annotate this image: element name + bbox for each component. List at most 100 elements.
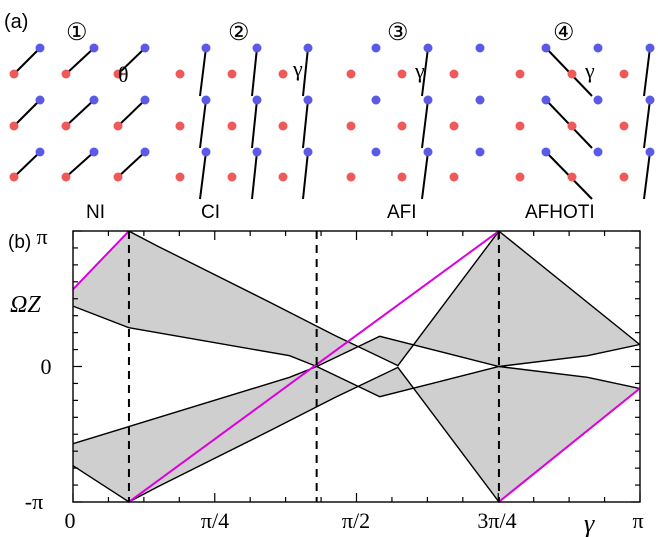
site-b-dot [645, 147, 655, 157]
panel-a-label: (a) [4, 11, 28, 33]
site-a-dot [9, 69, 19, 79]
lattice-1-number: ① [66, 20, 88, 46]
lattice-3-angle-symbol: γ [414, 58, 425, 83]
lattice-3-number: ③ [387, 20, 409, 46]
site-a-dot [619, 172, 629, 182]
bond-line [199, 151, 207, 200]
site-a-dot [397, 69, 407, 79]
site-b-dot [645, 43, 655, 53]
site-a-dot [61, 69, 71, 79]
site-b-dot [371, 43, 381, 53]
bond-line [302, 151, 309, 200]
phase-label-ci: CI [201, 202, 220, 223]
bond-line [65, 47, 95, 75]
band-1-lower-edge [72, 305, 640, 368]
site-b-dot [201, 95, 211, 105]
bond-line [643, 151, 651, 200]
lattice-2-angle-symbol: γ [292, 56, 303, 81]
site-a-dot [515, 172, 525, 182]
site-b-dot [593, 43, 603, 53]
y-tick-label-0: 0 [41, 354, 52, 379]
lattice-group [9, 43, 655, 200]
site-a-dot [567, 69, 577, 79]
bond-line [421, 47, 429, 97]
site-b-dot [89, 43, 99, 53]
site-b-dot [140, 95, 150, 105]
lattice-1-angle-symbol: θ [118, 62, 129, 87]
site-a-dot [449, 69, 459, 79]
band-areas [72, 230, 641, 503]
site-b-dot [423, 95, 433, 105]
bond-line [117, 47, 146, 75]
lattice-4-angle-symbol: γ [584, 58, 595, 83]
site-b-dot [371, 147, 381, 157]
bond-line [199, 99, 207, 149]
site-a-dot [9, 121, 19, 131]
site-b-dot [423, 147, 433, 157]
x-tick-label-0: 0 [65, 508, 76, 533]
x-tick-label-pi-2: π/2 [342, 508, 370, 533]
site-a-dot [113, 172, 123, 182]
bond-line [421, 151, 429, 200]
site-a-dot [567, 172, 577, 182]
site-b-dot [252, 95, 262, 105]
x-tick-label-pi: π [632, 508, 643, 533]
bond-line [251, 151, 258, 200]
site-a-dot [515, 121, 525, 131]
panel-b-label: (b) [8, 232, 31, 253]
y-tick-label-minus-pi: -π [25, 489, 43, 514]
bond-line [643, 99, 651, 149]
phase-boundary-lines [127, 231, 500, 502]
site-a-dot [113, 121, 123, 131]
edge-state-line-1 [72, 230, 130, 290]
site-b-dot [252, 147, 262, 157]
site-a-dot [515, 69, 525, 79]
bond-line [13, 99, 41, 127]
bond-line [199, 47, 207, 97]
site-b-dot [89, 95, 99, 105]
phase-label-afi: AFI [387, 202, 417, 223]
panel-b-spectrum: (b) 0 π/4 π/2 3π/4 π π 0 -π γ ΩZ [8, 224, 644, 537]
site-b-dot [593, 95, 603, 105]
site-a-dot [227, 69, 237, 79]
site-b-dot [35, 147, 45, 157]
site-a-dot [397, 121, 407, 131]
site-a-dot [449, 172, 459, 182]
site-a-dot [346, 69, 356, 79]
bond-line [117, 151, 146, 178]
lattice-2-number: ② [228, 20, 250, 46]
phase-label-ni: NI [86, 202, 105, 223]
lattice-labels: ① ② ③ ④ θ γ γ γ [66, 20, 595, 87]
site-b-dot [593, 147, 603, 157]
bond-line [65, 151, 95, 178]
x-tick-label-3pi-4: 3π/4 [477, 508, 516, 533]
site-a-dot [227, 172, 237, 182]
site-b-dot [541, 95, 551, 105]
site-b-dot [89, 147, 99, 157]
lattice-4-number: ④ [553, 20, 575, 46]
site-a-dot [346, 121, 356, 131]
band-1-upper-edge [72, 230, 641, 367]
site-b-dot [140, 43, 150, 53]
edge-state-line-3 [498, 387, 641, 503]
bond-line [421, 99, 429, 149]
bond-line [13, 151, 41, 178]
site-b-dot [35, 95, 45, 105]
site-a-dot [397, 172, 407, 182]
site-b-dot [475, 43, 485, 53]
site-b-dot [201, 147, 211, 157]
edge-state-lines [72, 230, 641, 503]
site-b-dot [201, 43, 211, 53]
site-a-dot [278, 121, 288, 131]
site-a-dot [175, 69, 185, 79]
site-a-dot [227, 121, 237, 131]
site-b-dot [35, 43, 45, 53]
site-b-dot [140, 147, 150, 157]
site-b-dot [303, 95, 313, 105]
site-b-dot [303, 43, 313, 53]
site-b-dot [541, 43, 551, 53]
bond-line [251, 47, 258, 97]
site-a-dot [113, 69, 123, 79]
axis-tick-labels: 0 π/4 π/2 3π/4 π π 0 -π [25, 224, 644, 533]
